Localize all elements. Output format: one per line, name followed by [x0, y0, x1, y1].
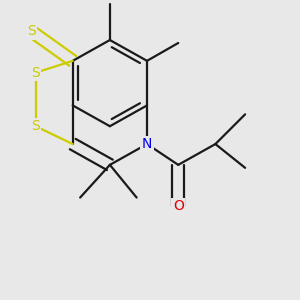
Text: N: N: [142, 137, 152, 151]
Text: O: O: [173, 200, 184, 214]
Text: S: S: [31, 119, 40, 133]
Text: S: S: [27, 24, 35, 38]
Text: S: S: [31, 66, 40, 80]
